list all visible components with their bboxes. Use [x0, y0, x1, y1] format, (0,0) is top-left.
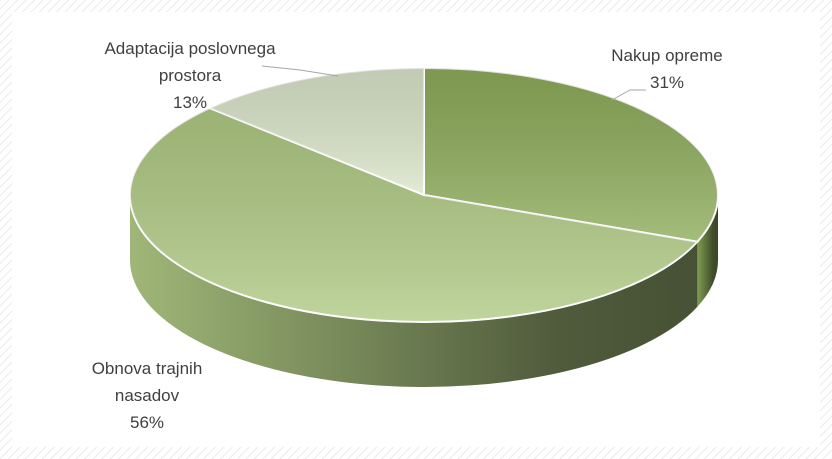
label-category: Adaptacija poslovnega prostora: [104, 39, 276, 85]
data-label: Nakup opreme 31%: [587, 42, 747, 96]
leader-line: [261, 65, 339, 77]
label-value: 13%: [172, 93, 208, 112]
slice-shade: [209, 68, 424, 195]
leader-line: [611, 89, 646, 101]
label-category: Obnova trajnih nasadov: [91, 359, 203, 405]
slice-shade: [130, 108, 698, 322]
label-category: Nakup opreme: [611, 46, 723, 65]
slice-side-shade: [697, 195, 718, 307]
data-label: Obnova trajnih nasadov 56%: [72, 355, 222, 436]
slice-shade: [424, 68, 718, 242]
label-value: 31%: [649, 73, 685, 92]
label-value: 56%: [129, 413, 165, 432]
slice-side-shade: [130, 195, 698, 388]
data-label: Adaptacija poslovnega prostora 13%: [80, 35, 300, 116]
pie: [129, 66, 719, 388]
